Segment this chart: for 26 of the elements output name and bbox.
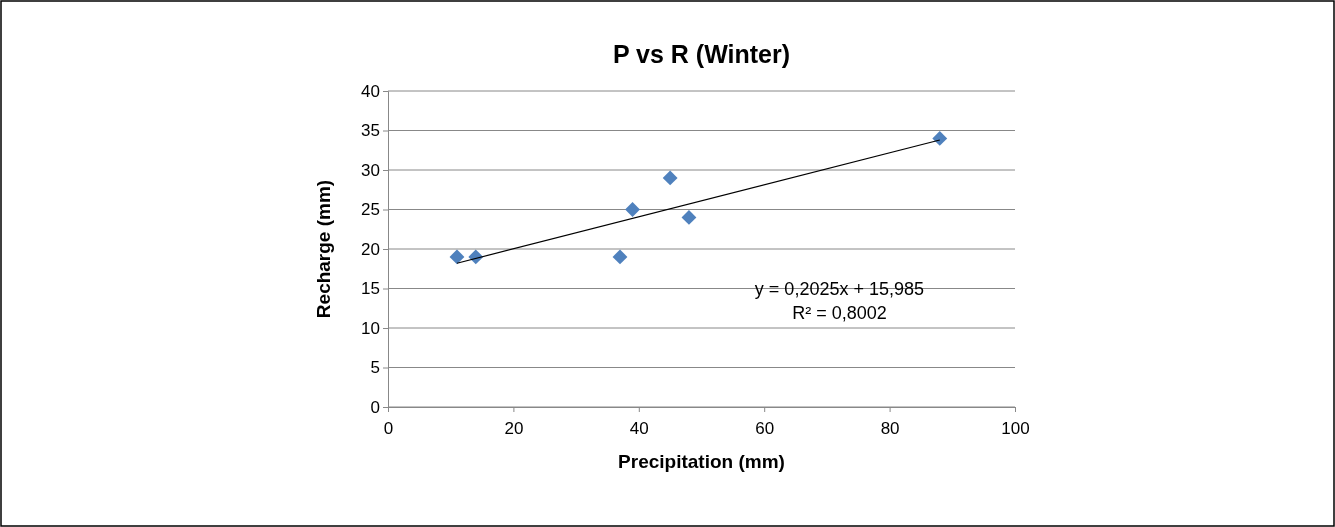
point xyxy=(612,249,628,265)
x-tick-label: 20 xyxy=(504,418,524,438)
x-axis-title: Precipitation (mm) xyxy=(618,451,785,472)
y-tick-label: 25 xyxy=(361,200,380,220)
x-tick-label: 100 xyxy=(1001,418,1030,438)
x-tick-label: 60 xyxy=(755,418,775,438)
annotation: R² = 0,8002 xyxy=(792,302,887,323)
point xyxy=(449,249,465,265)
y-tick-label: 35 xyxy=(361,121,380,141)
x-tick-label: 0 xyxy=(383,418,394,438)
y-tick-label: 30 xyxy=(361,160,380,180)
y-tick-label: 10 xyxy=(361,318,380,338)
y-tick-label: 5 xyxy=(370,358,380,378)
chart-title: P vs R (Winter) xyxy=(612,40,791,68)
y-tick-label: 0 xyxy=(370,397,380,417)
point xyxy=(932,130,948,146)
annotation: y = 0,2025x + 15,985 xyxy=(754,278,925,299)
point xyxy=(662,170,678,186)
x-tick-label: 40 xyxy=(629,418,649,438)
point xyxy=(625,202,640,217)
y-axis-title: Recharge (mm) xyxy=(313,179,334,319)
point xyxy=(681,209,697,225)
y-tick-label: 20 xyxy=(361,239,380,259)
y-tick-label: 15 xyxy=(361,279,380,299)
x-tick-label: 80 xyxy=(880,418,900,438)
y-tick-label: 40 xyxy=(361,81,380,101)
